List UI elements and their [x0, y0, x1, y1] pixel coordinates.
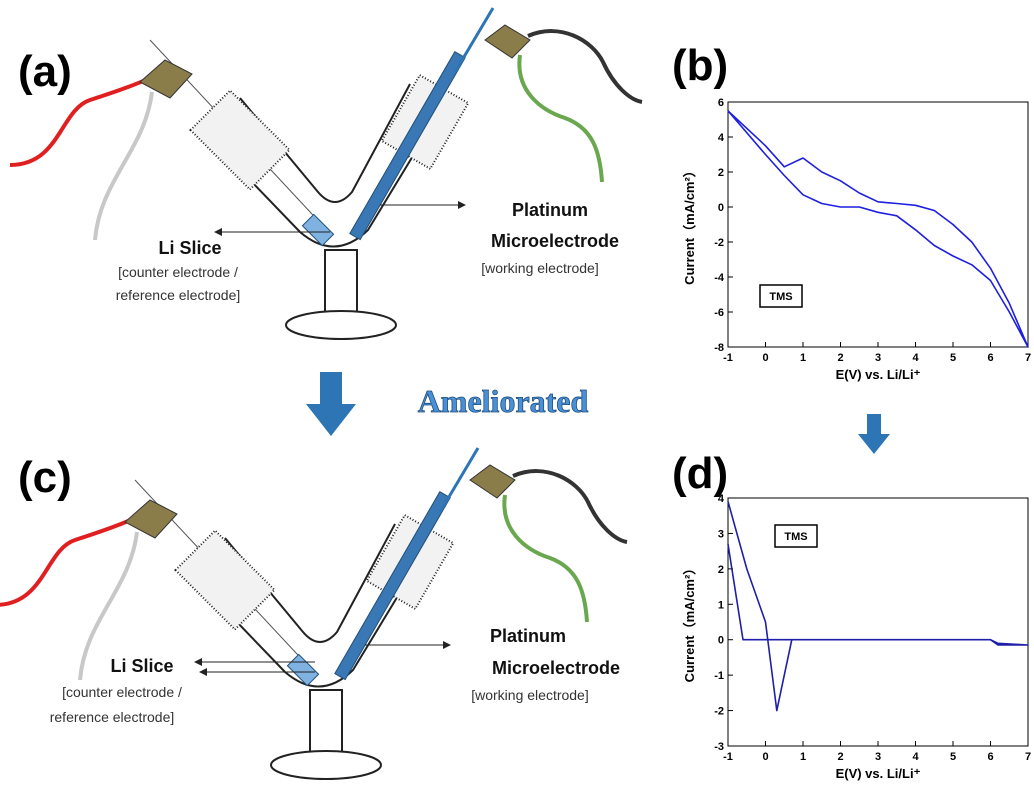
working-label: Microelectrode [492, 658, 620, 678]
clip [485, 25, 530, 58]
x-tick-label: 5 [950, 352, 956, 364]
counter-note: reference electrode] [116, 287, 241, 303]
cap [191, 91, 290, 190]
x-tick-label: 7 [1025, 751, 1031, 763]
li-slice [302, 214, 333, 245]
x-tick-label: 3 [875, 352, 881, 364]
plot-frame [728, 498, 1028, 746]
counter-note: [counter electrode / [118, 264, 238, 280]
working-note: [working electrode] [481, 260, 599, 276]
big-arrow [306, 372, 356, 436]
y-tick-label: 4 [718, 132, 725, 144]
x-tick-label: 3 [875, 751, 881, 763]
annotation: TMS [769, 291, 792, 303]
panel-label: (b) [672, 41, 728, 90]
panel-label: (c) [18, 453, 72, 502]
panel-label: (a) [18, 47, 72, 96]
x-tick-label: 2 [837, 751, 843, 763]
data-line [728, 502, 1028, 711]
electrode [350, 52, 465, 240]
y-tick-label: 1 [718, 599, 724, 611]
y-axis-title: Current（mA/cm²） [682, 164, 697, 285]
x-tick-label: 1 [800, 352, 806, 364]
x-tick-label: 1 [800, 751, 806, 763]
clip [470, 465, 515, 498]
y-tick-label: 3 [718, 528, 724, 540]
working-label: Microelectrode [491, 231, 619, 251]
base [271, 751, 381, 779]
y-tick-label: -4 [714, 272, 725, 284]
x-tick-label: 0 [762, 352, 768, 364]
y-tick-label: -8 [714, 342, 724, 354]
y-tick-label: 0 [718, 635, 724, 647]
y-tick-label: 2 [718, 564, 724, 576]
y-tick-label: -3 [714, 741, 724, 753]
working-label: Platinum [512, 200, 588, 220]
panel-label: (d) [672, 449, 728, 498]
y-tick-label: 4 [718, 493, 725, 505]
y-axis-title: Current（mA/cm²） [682, 562, 697, 683]
cap [176, 531, 275, 630]
counter-label: Li Slice [158, 238, 221, 258]
base [286, 311, 396, 339]
data-line [728, 111, 1028, 347]
chart: (b) -1 0 1 2 3 4 5 6 7 -8 -6 -4 -2 0 2 4 6 E(V) vs. Li/Li⁺… [672, 41, 1031, 382]
x-tick-label: 2 [837, 352, 843, 364]
electrode [335, 492, 450, 680]
figure: (a) Li Slice [counter electrode / refere… [0, 0, 1034, 792]
working-label: Platinum [490, 626, 566, 646]
y-tick-label: -2 [714, 237, 724, 249]
transition-label: Ameliorated [418, 383, 589, 419]
y-tick-label: 2 [718, 167, 724, 179]
x-tick-label: 7 [1025, 352, 1031, 364]
working-note: [working electrode] [471, 687, 589, 703]
chart: (d) -1 0 1 2 3 4 5 6 7 -3 -2 -1 0 1 2 3 4 E(V) vs. Li/Li⁺ C… [672, 449, 1031, 781]
stem [325, 250, 357, 315]
plot-frame [728, 102, 1028, 347]
charts: (b) -1 0 1 2 3 4 5 6 7 -8 -6 -4 -2 0 2 4 6 E(V) vs. Li/Li⁺… [672, 41, 1031, 781]
stem [310, 690, 342, 755]
x-axis-title: E(V) vs. Li/Li⁺ [836, 766, 921, 781]
li-slice [287, 654, 318, 685]
cell [0, 448, 627, 779]
x-tick-label: -1 [723, 352, 733, 364]
annotation: TMS [784, 531, 807, 543]
x-tick-label: -1 [723, 751, 733, 763]
x-tick-label: 6 [987, 751, 993, 763]
y-tick-label: -6 [714, 307, 724, 319]
cell [10, 8, 642, 339]
x-tick-label: 4 [912, 352, 919, 364]
y-tick-label: 0 [718, 202, 724, 214]
black-wire [513, 471, 627, 542]
counter-label: Li Slice [110, 656, 173, 676]
clip [140, 60, 192, 98]
small-arrow [858, 414, 890, 454]
black-wire [528, 31, 642, 102]
gray-wire [95, 92, 152, 240]
x-tick-label: 5 [950, 751, 956, 763]
x-tick-label: 4 [912, 751, 919, 763]
y-tick-label: -1 [714, 670, 724, 682]
counter-note: reference electrode] [50, 709, 175, 725]
x-tick-label: 6 [987, 352, 993, 364]
x-tick-label: 0 [762, 751, 768, 763]
y-tick-label: -2 [714, 706, 724, 718]
counter-note: [counter electrode / [62, 684, 182, 700]
green-wire [504, 495, 587, 622]
x-axis-title: E(V) vs. Li/Li⁺ [836, 367, 921, 382]
clip [125, 500, 177, 538]
y-tick-label: 6 [718, 97, 724, 109]
green-wire [519, 55, 602, 182]
